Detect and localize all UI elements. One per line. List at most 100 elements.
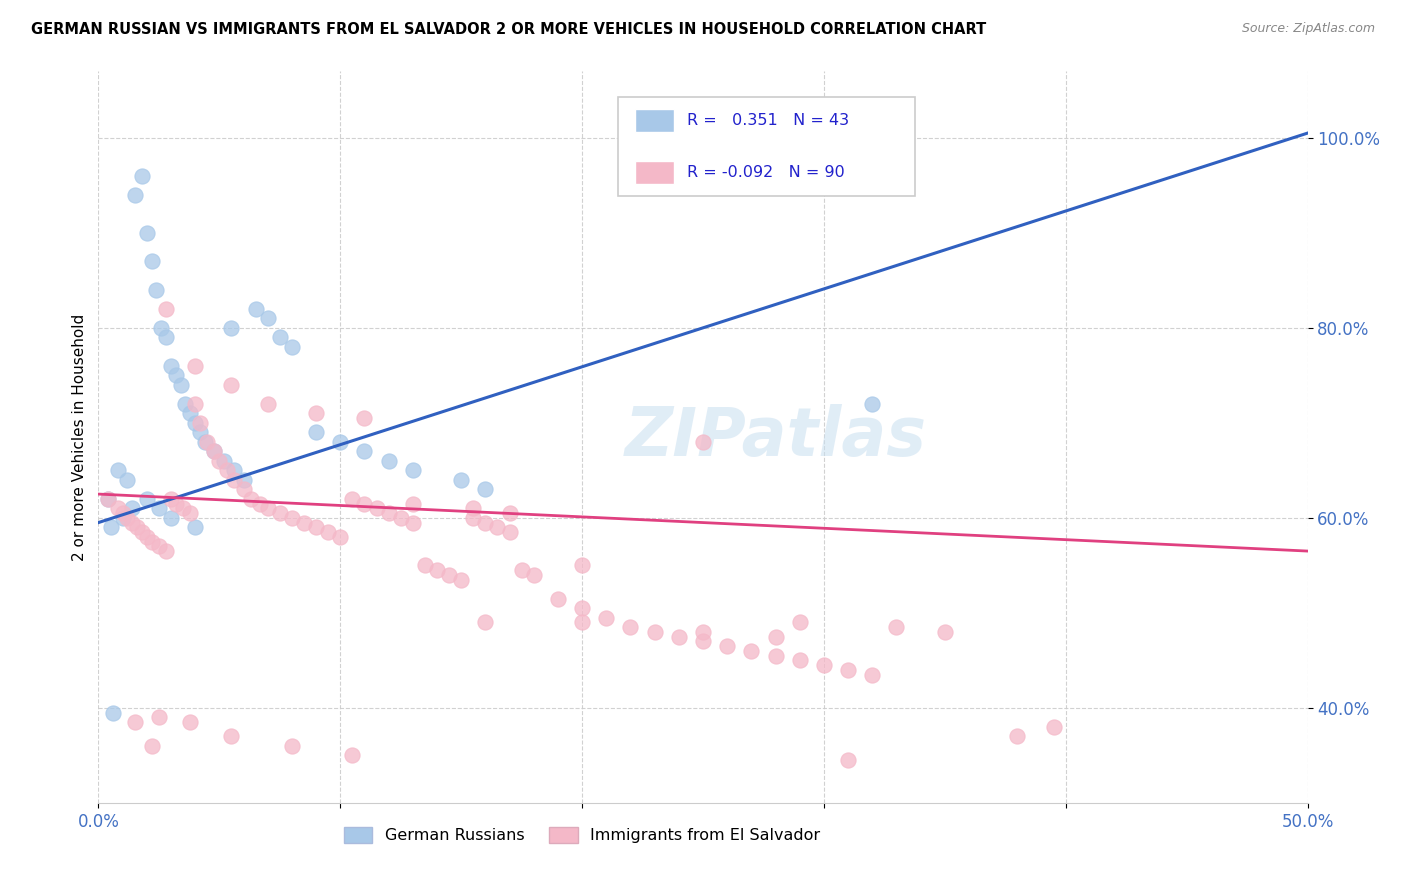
Point	[111, 511, 134, 525]
Point	[413, 558, 436, 573]
Point	[463, 511, 485, 525]
Point	[148, 539, 170, 553]
Point	[342, 491, 364, 506]
Point	[184, 416, 207, 430]
Point	[160, 491, 183, 506]
Point	[1042, 720, 1064, 734]
Point	[215, 463, 238, 477]
Point	[131, 169, 153, 183]
Point	[377, 506, 399, 520]
Point	[934, 624, 956, 639]
Y-axis label: 2 or more Vehicles in Household: 2 or more Vehicles in Household	[72, 313, 87, 561]
Point	[765, 630, 787, 644]
Point	[813, 658, 835, 673]
Point	[179, 506, 201, 520]
Point	[97, 491, 120, 506]
Point	[135, 530, 157, 544]
Point	[256, 501, 278, 516]
Point	[269, 506, 291, 520]
Point	[141, 254, 163, 268]
Point	[571, 615, 593, 630]
Point	[886, 620, 908, 634]
Point	[292, 516, 315, 530]
Point	[107, 463, 129, 477]
Point	[486, 520, 509, 534]
Point	[222, 463, 245, 477]
FancyBboxPatch shape	[636, 109, 673, 132]
Point	[165, 368, 187, 383]
Point	[256, 311, 278, 326]
Point	[184, 397, 207, 411]
Point	[402, 463, 425, 477]
Point	[121, 516, 143, 530]
Point	[305, 520, 328, 534]
Point	[135, 491, 157, 506]
Point	[765, 648, 787, 663]
Point	[789, 653, 811, 667]
Point	[117, 473, 139, 487]
Point	[204, 444, 226, 458]
Point	[221, 377, 243, 392]
Point	[222, 473, 245, 487]
Point	[172, 501, 194, 516]
Point	[450, 473, 472, 487]
Point	[860, 397, 883, 411]
Point	[179, 406, 201, 420]
Point	[523, 567, 546, 582]
Point	[498, 524, 520, 539]
Point	[232, 473, 254, 487]
Point	[571, 601, 593, 615]
Point	[221, 321, 243, 335]
FancyBboxPatch shape	[636, 161, 673, 184]
Point	[426, 563, 449, 577]
Point	[195, 434, 218, 449]
Point	[389, 511, 412, 525]
Point	[305, 425, 328, 440]
Point	[692, 634, 714, 648]
Point	[194, 434, 217, 449]
Point	[789, 615, 811, 630]
Point	[150, 321, 173, 335]
Point	[188, 425, 211, 440]
Text: GERMAN RUSSIAN VS IMMIGRANTS FROM EL SALVADOR 2 OR MORE VEHICLES IN HOUSEHOLD CO: GERMAN RUSSIAN VS IMMIGRANTS FROM EL SAL…	[31, 22, 986, 37]
Point	[837, 663, 859, 677]
Point	[740, 644, 762, 658]
Point	[155, 330, 177, 344]
Point	[1007, 729, 1029, 743]
Point	[100, 520, 122, 534]
Point	[269, 330, 291, 344]
Point	[155, 301, 177, 316]
Point	[692, 624, 714, 639]
Point	[174, 397, 197, 411]
Point	[860, 667, 883, 681]
Point	[305, 406, 328, 420]
Point	[619, 620, 641, 634]
Point	[249, 497, 271, 511]
Point	[377, 454, 399, 468]
Point	[141, 739, 163, 753]
Point	[160, 359, 183, 373]
Point	[184, 359, 207, 373]
Point	[169, 377, 191, 392]
Point	[595, 610, 617, 624]
Point	[510, 563, 533, 577]
Point	[498, 506, 520, 520]
Point	[208, 454, 231, 468]
Point	[97, 491, 120, 506]
Point	[329, 530, 352, 544]
Point	[571, 558, 593, 573]
Point	[547, 591, 569, 606]
Point	[221, 729, 243, 743]
Point	[668, 630, 690, 644]
Point	[316, 524, 339, 539]
Point	[179, 714, 201, 729]
Point	[353, 411, 375, 425]
Text: R =   0.351   N = 43: R = 0.351 N = 43	[688, 113, 849, 128]
Point	[437, 567, 460, 582]
Point	[188, 416, 211, 430]
Point	[474, 615, 496, 630]
Point	[402, 497, 425, 511]
Point	[124, 187, 146, 202]
Point	[474, 483, 496, 497]
Point	[474, 516, 496, 530]
